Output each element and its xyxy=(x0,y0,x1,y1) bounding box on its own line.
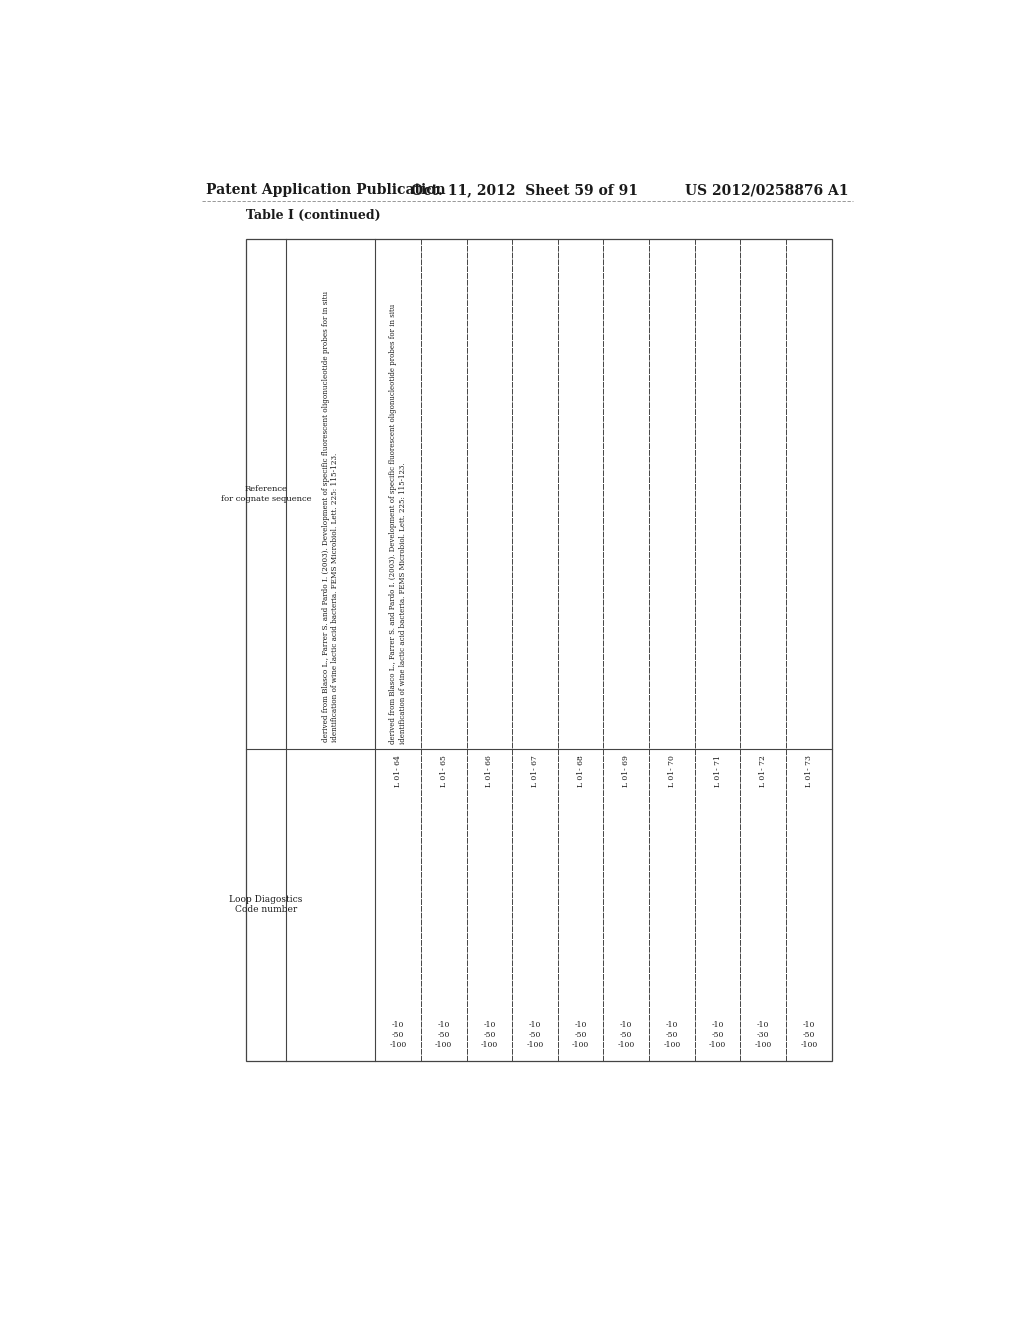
Text: L 01- 70: L 01- 70 xyxy=(668,755,676,787)
Text: -50: -50 xyxy=(621,1031,633,1039)
Text: L 01- 66: L 01- 66 xyxy=(485,755,494,787)
Text: -10: -10 xyxy=(621,1022,633,1030)
Text: L 01- 64: L 01- 64 xyxy=(394,755,402,787)
Text: -50: -50 xyxy=(666,1031,678,1039)
Text: Patent Application Publication: Patent Application Publication xyxy=(206,183,445,197)
Text: -10: -10 xyxy=(803,1022,815,1030)
Text: -50: -50 xyxy=(392,1031,404,1039)
Text: -100: -100 xyxy=(709,1041,726,1049)
Text: -10: -10 xyxy=(392,1022,404,1030)
Text: derived from Blasco L., Farrer S. and Pardo I. (2003). Development of specific f: derived from Blasco L., Farrer S. and Pa… xyxy=(323,292,339,742)
Text: L 01- 72: L 01- 72 xyxy=(759,755,767,787)
Text: -100: -100 xyxy=(526,1041,544,1049)
Text: -100: -100 xyxy=(572,1041,589,1049)
Text: L 01- 65: L 01- 65 xyxy=(439,755,447,787)
Text: L 01- 68: L 01- 68 xyxy=(577,755,585,787)
Text: L 01- 67: L 01- 67 xyxy=(531,755,539,787)
Bar xyxy=(246,239,831,1061)
Text: Table I (continued): Table I (continued) xyxy=(246,210,381,222)
Text: Oct. 11, 2012  Sheet 59 of 91: Oct. 11, 2012 Sheet 59 of 91 xyxy=(412,183,638,197)
Text: -10: -10 xyxy=(666,1022,678,1030)
Text: US 2012/0258876 A1: US 2012/0258876 A1 xyxy=(685,183,849,197)
Text: -100: -100 xyxy=(755,1041,772,1049)
Text: -100: -100 xyxy=(664,1041,681,1049)
Text: -10: -10 xyxy=(574,1022,587,1030)
Text: -50: -50 xyxy=(574,1031,587,1039)
Text: -50: -50 xyxy=(712,1031,724,1039)
Text: -50: -50 xyxy=(528,1031,541,1039)
Text: L 01- 71: L 01- 71 xyxy=(714,755,722,787)
Text: -50: -50 xyxy=(803,1031,815,1039)
Text: -100: -100 xyxy=(800,1041,817,1049)
Text: -50: -50 xyxy=(437,1031,450,1039)
Text: -100: -100 xyxy=(617,1041,635,1049)
Text: -10: -10 xyxy=(712,1022,724,1030)
Text: -10: -10 xyxy=(528,1022,541,1030)
Text: -10: -10 xyxy=(757,1022,769,1030)
Text: derived from Blasco L., Farrer S. and Pardo I. (2003). Development of specific f: derived from Blasco L., Farrer S. and Pa… xyxy=(389,304,407,744)
Text: -10: -10 xyxy=(483,1022,496,1030)
Text: -100: -100 xyxy=(480,1041,498,1049)
Text: -100: -100 xyxy=(389,1041,407,1049)
Text: -50: -50 xyxy=(483,1031,496,1039)
Text: -100: -100 xyxy=(435,1041,453,1049)
Text: Reference
for cognate sequence: Reference for cognate sequence xyxy=(221,486,311,503)
Text: L 01- 73: L 01- 73 xyxy=(805,755,813,787)
Text: L 01- 69: L 01- 69 xyxy=(623,755,631,787)
Text: -10: -10 xyxy=(437,1022,450,1030)
Text: Loop Diagostics
Code number: Loop Diagostics Code number xyxy=(229,895,303,915)
Text: -30: -30 xyxy=(757,1031,769,1039)
